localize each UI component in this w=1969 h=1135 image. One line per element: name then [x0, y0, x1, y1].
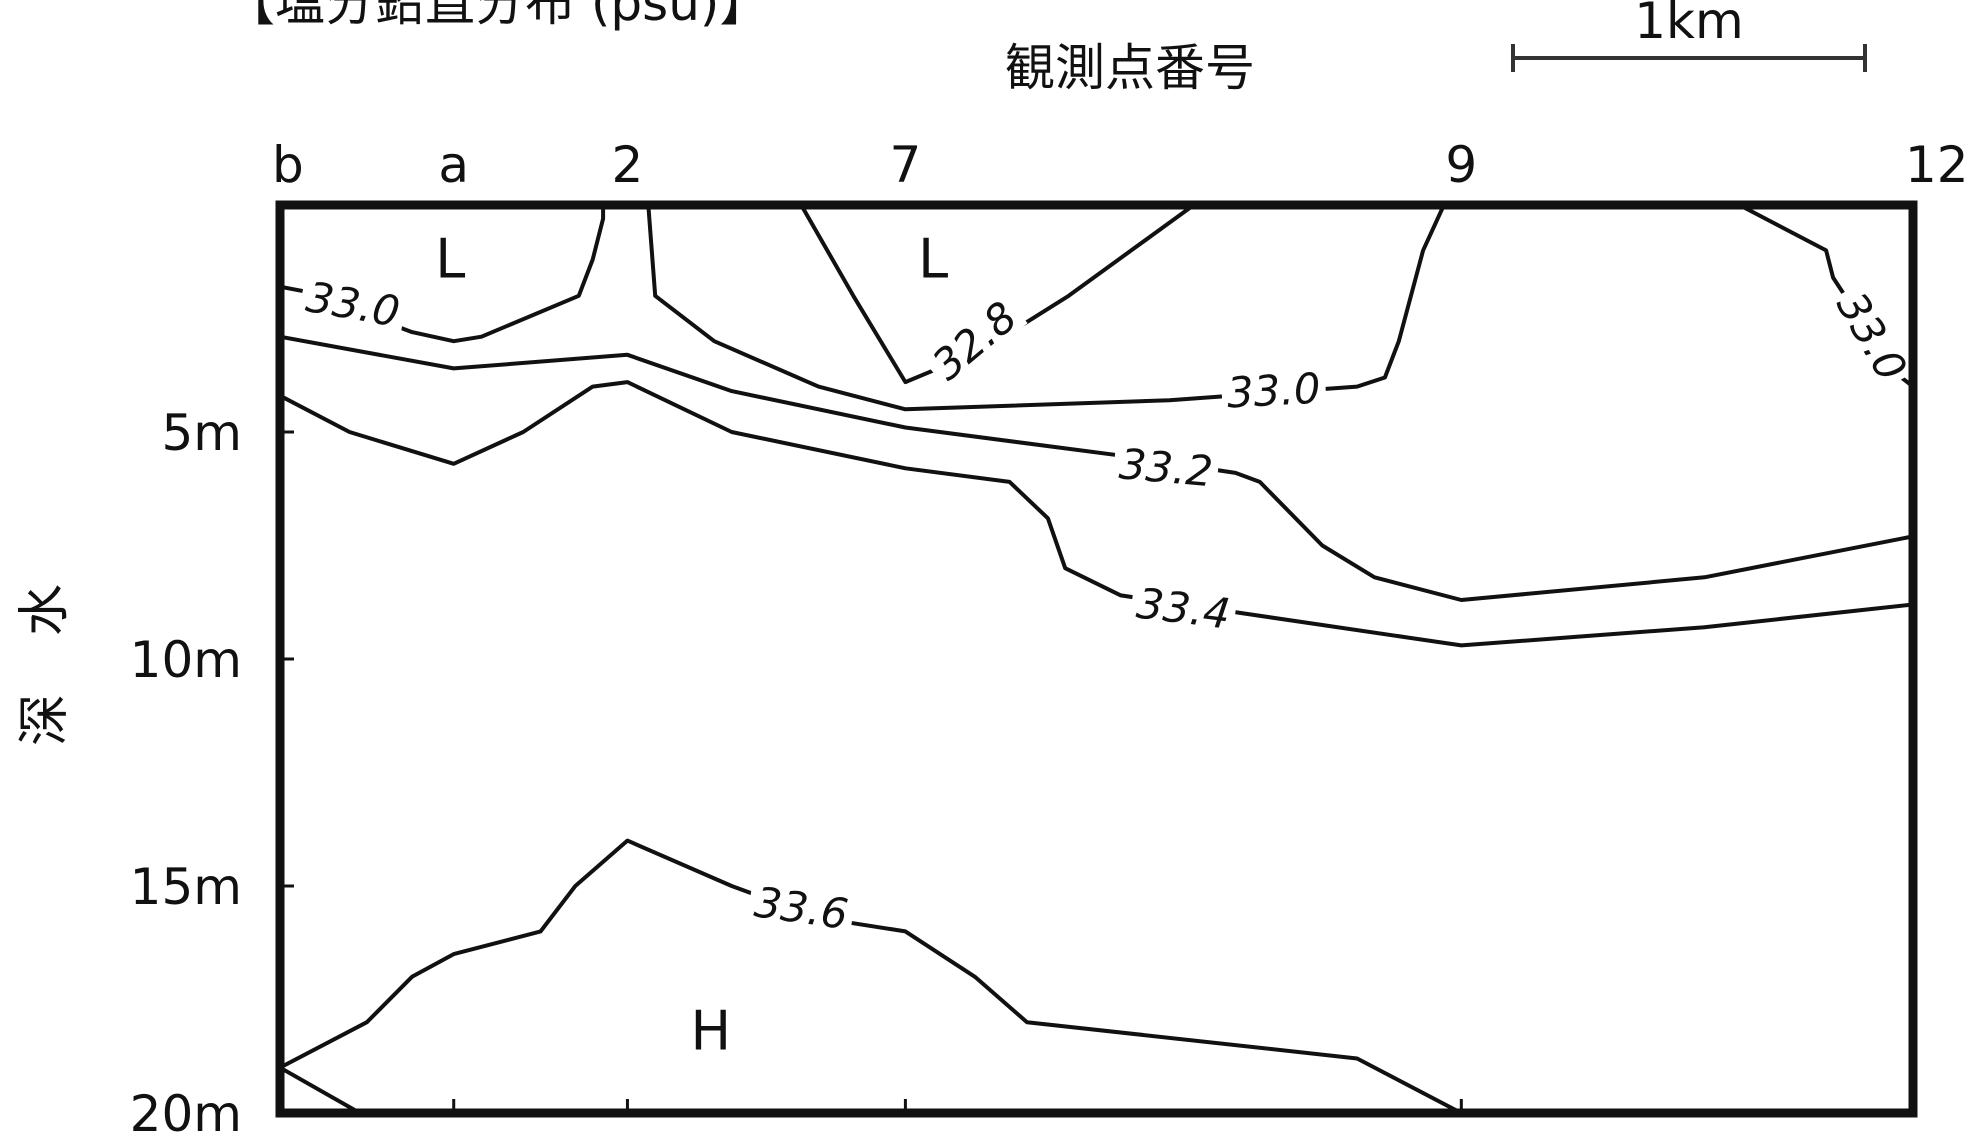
contour-label-mask [917, 286, 1028, 390]
contour-label: 33.0 [1226, 364, 1322, 418]
station-tick-label: a [438, 136, 469, 194]
contour-label-mask [1827, 277, 1922, 392]
depth-tick-labels: 5m 10m 15m 20m [130, 404, 242, 1135]
x-axis-label: 観測点番号 [1005, 39, 1255, 97]
station-tick-label: 9 [1445, 136, 1477, 194]
region-label: L [435, 227, 465, 290]
station-tick-labels: b a 2 7 9 12 [272, 136, 1969, 194]
depth-tick-label: 5m [161, 404, 242, 462]
contour-label: 33.4 [1134, 579, 1233, 639]
contour-label: 33.0 [303, 272, 404, 336]
contour-label-group: 32.8 [917, 286, 1028, 390]
contour-label-mask [1112, 435, 1221, 493]
contour-label-mask [1129, 574, 1239, 636]
contour-label-mask [1220, 360, 1327, 414]
contour-line [280, 334, 1913, 602]
y-axis-label: 水 深 [15, 584, 75, 746]
scale-bar: 1km [1511, 0, 1867, 72]
contour-label-group: 33.2 [1112, 435, 1221, 496]
contour-label-mask [298, 268, 410, 334]
contour-line [646, 205, 1446, 412]
scale-bar-label: 1km [1634, 0, 1743, 50]
contour-label-group: 33.0 [298, 268, 410, 337]
contour-label-mask [746, 873, 857, 936]
contour-label-group: 33.0 [1220, 360, 1327, 418]
contour-line [280, 1065, 362, 1113]
chart-title: 【塩分鉛直分布 (psu)】 [225, 0, 769, 32]
depth-tick-label: 10m [130, 631, 242, 689]
contour-lines [280, 205, 1913, 1113]
region-label: L [918, 227, 948, 290]
plot-frame [275, 200, 1918, 1118]
contour-labels: 33.0 32.833.033.033.233.433.6 [298, 268, 1922, 939]
region-label: H [691, 999, 732, 1062]
y-axis-label-char: 深 [15, 694, 75, 746]
axis-ticks [278, 430, 1915, 1115]
y-axis-label-char: 水 [15, 584, 75, 636]
contour-label: 33.2 [1117, 439, 1214, 496]
station-tick-label: 12 [1905, 136, 1969, 194]
contour-line [280, 380, 1913, 648]
contour-label-group: 33.0 [1827, 277, 1922, 392]
contour-label-group: 33.6 [746, 873, 857, 939]
station-tick-label: 7 [889, 136, 921, 194]
contour-line [280, 838, 1464, 1113]
depth-tick-label: 15m [130, 858, 242, 916]
contour-label-group: 33.4 [1129, 574, 1239, 639]
region-labels: L L H [435, 227, 948, 1062]
station-tick-label: b [272, 136, 304, 194]
station-tick-label: 2 [612, 136, 644, 194]
depth-tick-label: 20m [130, 1085, 242, 1135]
